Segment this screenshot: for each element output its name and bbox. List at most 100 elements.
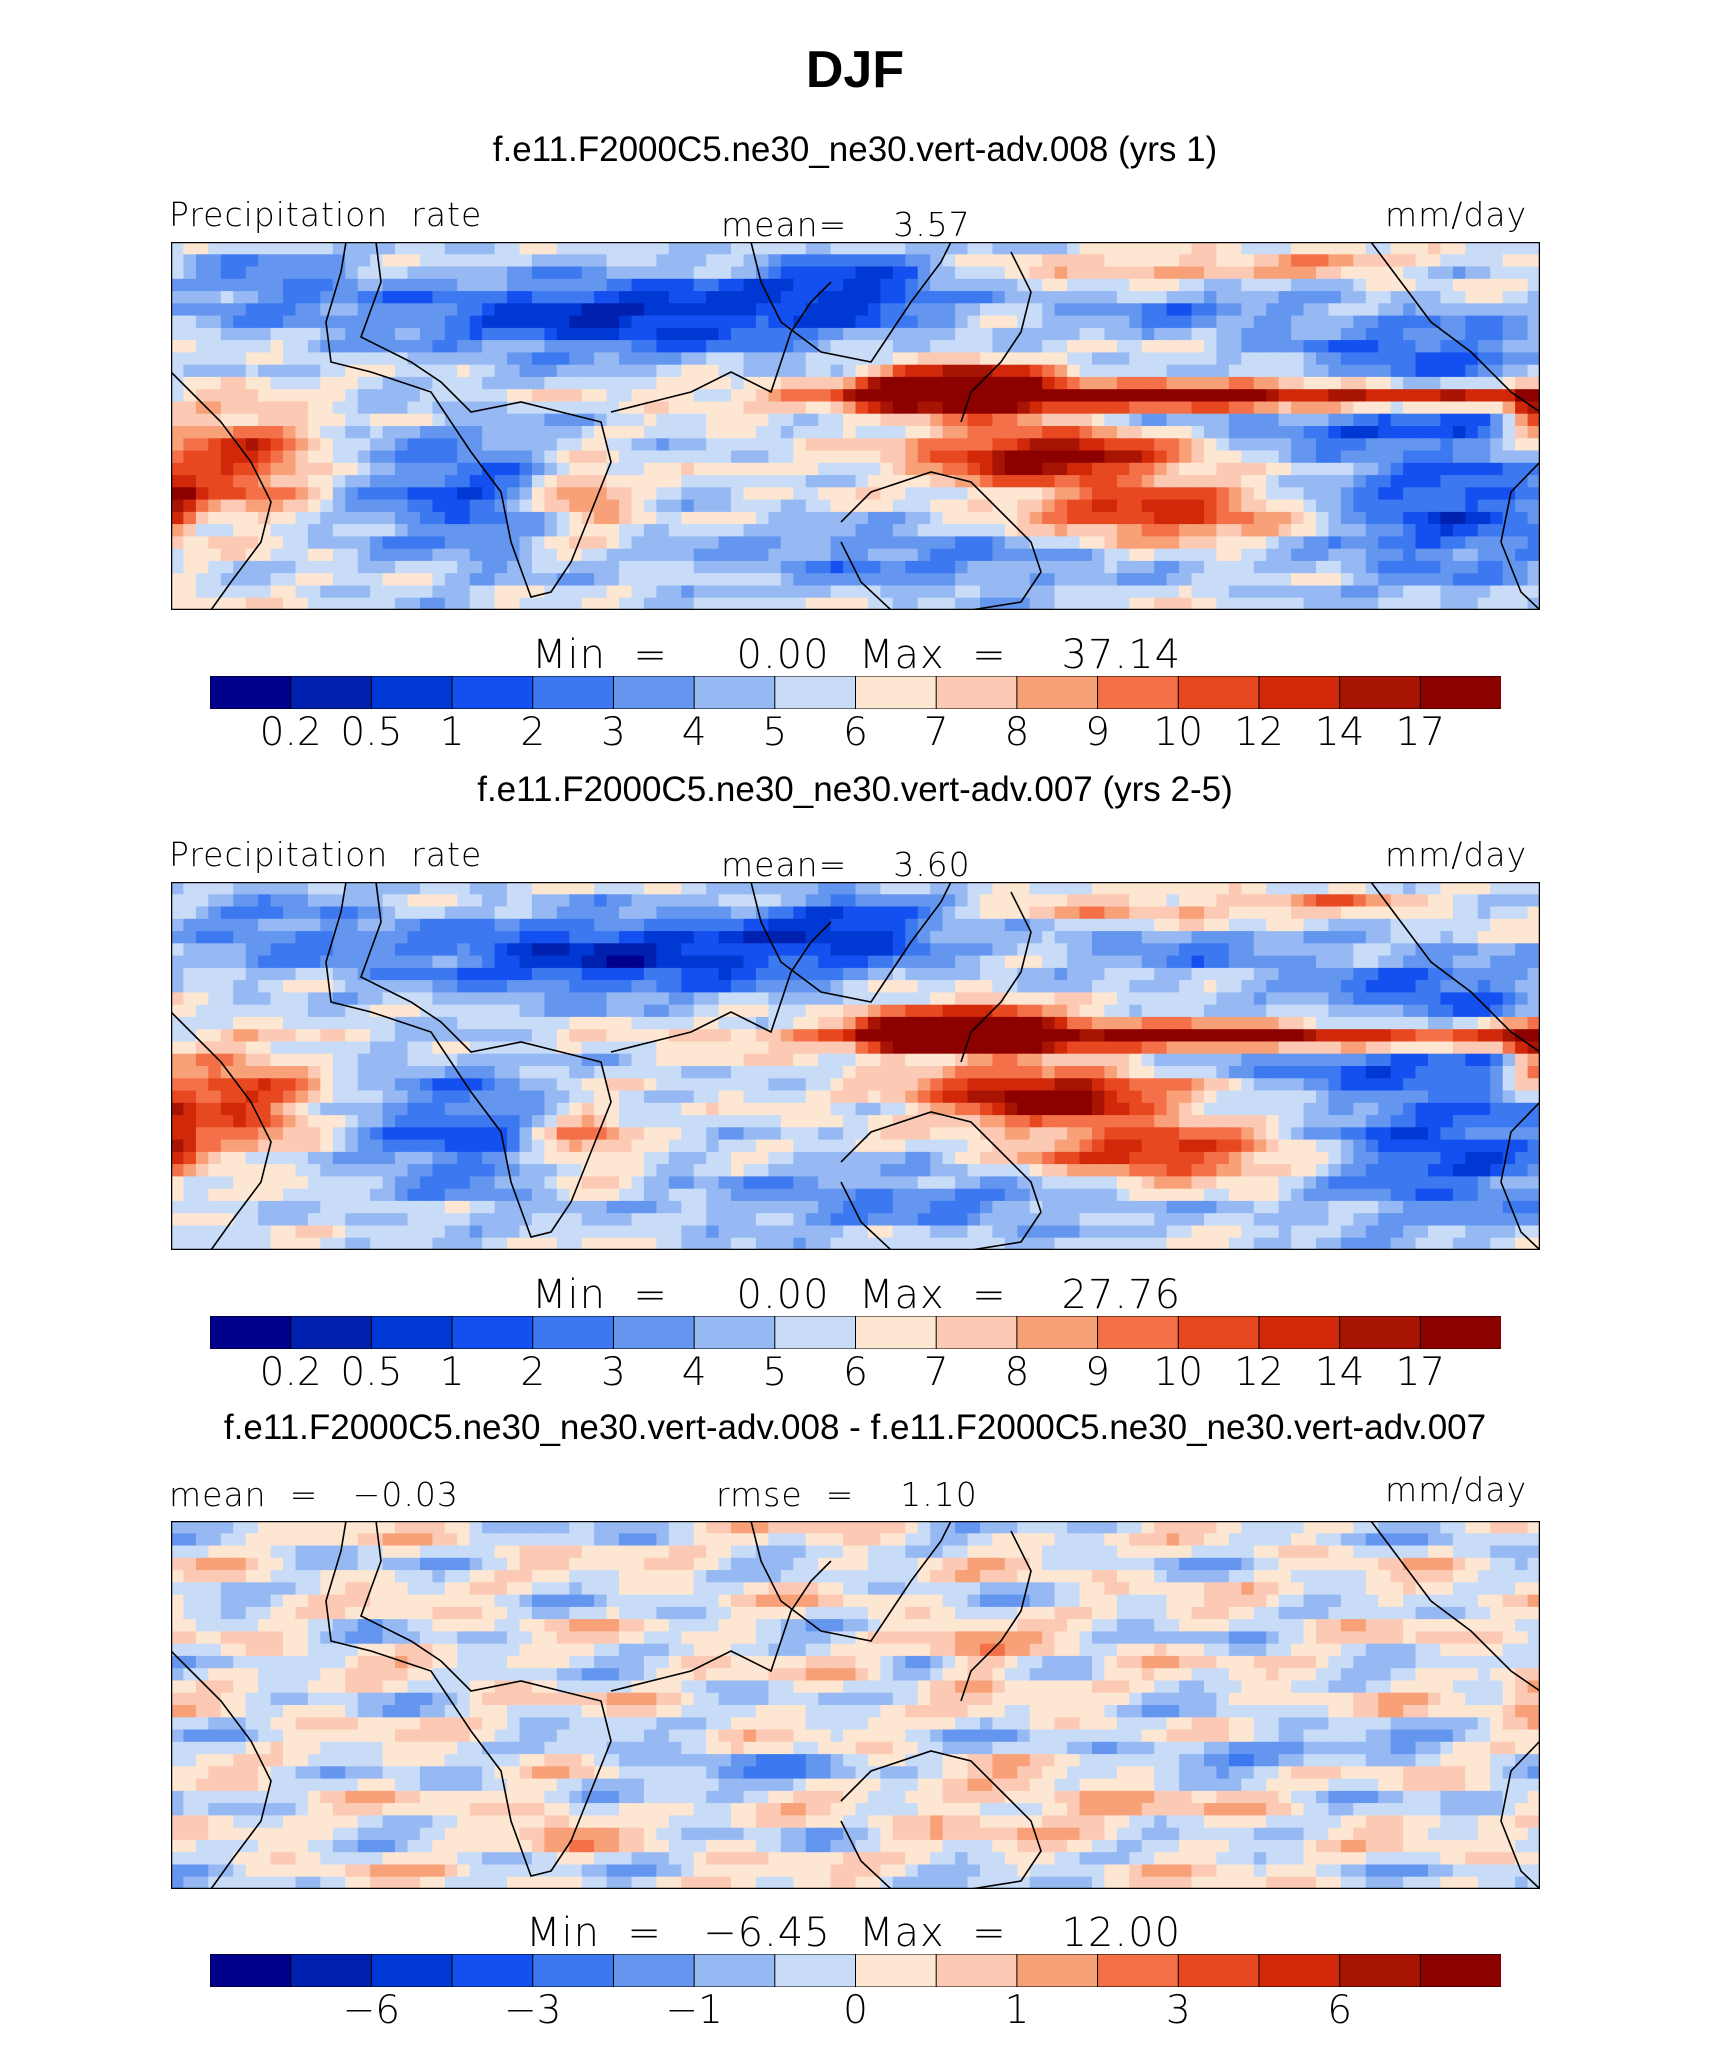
map-cell [444, 585, 458, 599]
map-cell [1141, 548, 1155, 562]
map-cell [1390, 1016, 1404, 1030]
map-cell [1390, 1053, 1404, 1067]
map-cell [370, 536, 384, 550]
map-cell [357, 511, 371, 525]
map-cell [1241, 327, 1255, 341]
map-cell [1141, 894, 1155, 908]
map-cell [942, 499, 956, 513]
map-cell [1365, 585, 1379, 599]
map-cell [1191, 462, 1205, 476]
map-cell [880, 242, 894, 255]
map-cell [1316, 955, 1329, 969]
map-cell [1316, 389, 1329, 403]
map-cell [432, 1041, 446, 1055]
map-cell [469, 548, 483, 562]
map-cell [917, 315, 931, 329]
map-cell [1428, 438, 1441, 452]
map-cell [818, 278, 832, 292]
map-cell [258, 389, 272, 403]
map-cell [681, 426, 695, 439]
map-cell [793, 487, 807, 501]
map-cell [1216, 536, 1230, 550]
map-cell [370, 524, 384, 537]
map-cell [245, 242, 259, 255]
map-cell [793, 426, 807, 439]
colorbar-tick-label: 0.2 [259, 710, 322, 755]
map-cell [1129, 389, 1143, 403]
map-cell [1228, 536, 1242, 550]
map-cell [1415, 536, 1429, 550]
map-cell [494, 931, 508, 944]
map-cell [1440, 291, 1454, 304]
map-cell [395, 254, 408, 268]
map-cell [606, 254, 620, 268]
map-cell [556, 1004, 570, 1018]
map-cell [755, 327, 769, 341]
map-cell [1390, 1029, 1404, 1043]
map-cell [345, 1016, 359, 1030]
map-cell [631, 303, 645, 317]
map-cell [1204, 992, 1217, 1006]
map-cell [1428, 364, 1441, 378]
map-cell [1129, 992, 1143, 1006]
map-cell [731, 1029, 744, 1043]
map-cell [1141, 1004, 1155, 1018]
map-cell [444, 992, 458, 1006]
map-cell [195, 254, 209, 268]
map-cell [1104, 462, 1118, 476]
map-cell [905, 475, 919, 488]
map-cell [681, 536, 695, 550]
map-cell [594, 376, 608, 390]
map-cell [494, 548, 508, 562]
map-cell [980, 1016, 993, 1030]
map-cell [1340, 462, 1354, 476]
map-cell [1378, 511, 1392, 525]
map-cell [233, 475, 247, 488]
map-cell [1340, 918, 1354, 932]
map-cell [843, 426, 857, 439]
map-cell [1303, 585, 1317, 599]
map-cell [693, 450, 707, 464]
map-cell [1042, 389, 1056, 403]
map-cell [1490, 413, 1504, 427]
map-cell [1278, 352, 1292, 366]
map-cell [283, 376, 296, 390]
map-cell [1116, 462, 1130, 476]
map-cell [830, 266, 844, 280]
map-cell [1291, 980, 1305, 993]
map-cell [1440, 303, 1454, 317]
map-cell [195, 882, 209, 895]
map-cell [1440, 931, 1454, 944]
map-cell [731, 401, 744, 415]
map-cell [1092, 955, 1105, 969]
map-cell [208, 967, 222, 981]
map-cell [867, 376, 881, 390]
map-cell [855, 438, 869, 452]
map-cell [980, 340, 993, 353]
map-cell [693, 242, 707, 255]
map-cell [1415, 597, 1429, 610]
map-cell [1303, 1004, 1317, 1018]
map-cell [1179, 597, 1193, 610]
map-cell [1116, 524, 1130, 537]
map-cell [1465, 450, 1479, 464]
map-cell [1502, 573, 1516, 587]
map-cell [1228, 340, 1242, 353]
map-cell [1515, 560, 1529, 574]
map-cell [1054, 967, 1068, 981]
map-cell [1104, 918, 1118, 932]
map-cell [1079, 462, 1093, 476]
map-cell [220, 943, 234, 957]
map-cell [1004, 1004, 1018, 1018]
map-cell [307, 967, 321, 981]
map-cell [469, 931, 483, 944]
map-cell [1340, 943, 1354, 957]
map-cell [258, 499, 272, 513]
map-cell [1191, 1029, 1205, 1043]
map-cell [1116, 967, 1130, 981]
map-cell [382, 918, 396, 932]
map-cell [581, 327, 595, 341]
map-cell [332, 906, 346, 920]
map-cell [507, 315, 520, 329]
map-cell [345, 1041, 359, 1055]
